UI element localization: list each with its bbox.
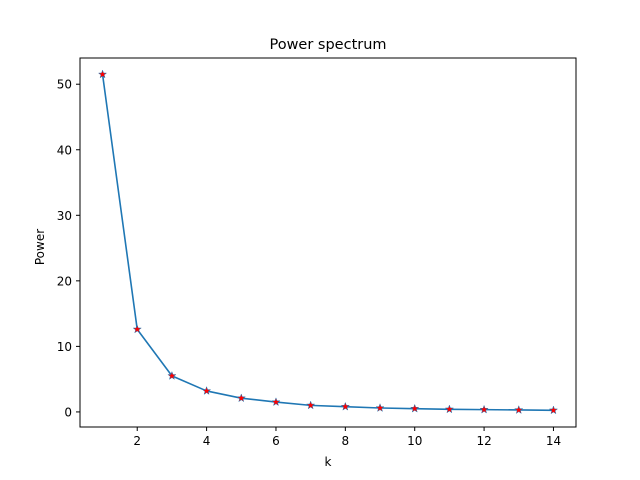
data-point-marker <box>340 401 351 411</box>
axes-frame <box>79 57 577 428</box>
y-axis-label: Power <box>33 229 47 265</box>
x-axis-label: k <box>325 455 332 469</box>
x-axis-ticks: 2 4 6 8 10 12 14 <box>133 427 561 448</box>
x-tick-label: 12 <box>476 434 491 448</box>
y-tick-label: 0 <box>64 405 72 419</box>
chart-title: Power spectrum <box>269 37 386 53</box>
data-point-marker <box>444 404 455 414</box>
data-point-marker <box>305 400 316 410</box>
y-tick-label: 10 <box>57 340 72 354</box>
data-point-marker <box>236 393 246 403</box>
data-point-marker <box>167 370 177 380</box>
y-axis-ticks: 0 10 20 30 40 50 <box>57 78 80 419</box>
series-line-0 <box>101 73 555 412</box>
x-tick-label: 8 <box>342 434 350 448</box>
data-point-marker <box>514 405 524 414</box>
data-point-marker <box>97 69 108 79</box>
plot-area <box>79 57 577 428</box>
data-point-marker <box>271 397 281 407</box>
y-tick-label: 30 <box>57 209 72 223</box>
y-tick-label: 50 <box>57 78 72 92</box>
x-tick-label: 10 <box>407 434 422 448</box>
y-tick-label: 40 <box>57 143 72 157</box>
data-point-marker <box>548 405 559 415</box>
x-tick-label: 6 <box>272 434 280 448</box>
data-point-marker <box>479 404 489 414</box>
data-point-marker <box>201 385 212 395</box>
x-tick-label: 14 <box>546 434 561 448</box>
y-tick-label: 20 <box>57 274 72 288</box>
data-point-marker <box>132 324 142 334</box>
data-point-marker <box>375 403 385 412</box>
data-point-marker <box>410 403 420 413</box>
x-tick-label: 4 <box>203 434 211 448</box>
x-tick-label: 2 <box>133 434 141 448</box>
